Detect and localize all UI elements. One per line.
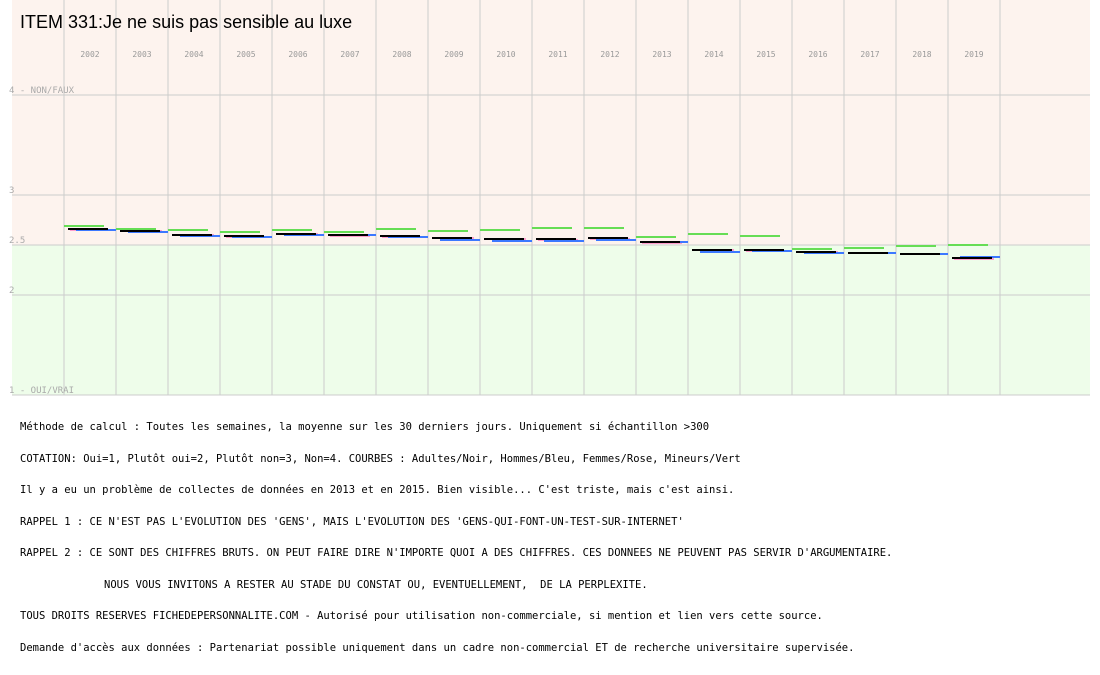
chart-title: ITEM 331:Je ne suis pas sensible au luxe [20, 12, 353, 32]
chart-container: 4 - NON/FAUX 3 2.5 2 1 - OUI/VRAI 2002 2003 200… [9, 0, 1090, 653]
chart-plot: 4 - NON/FAUX 3 2.5 2 1 - OUI/VRAI 2002 2003 200… [9, 0, 1090, 396]
note-rappel-1: RAPPEL 1 : CE N'EST PAS L'EVOLUTION DES … [20, 515, 684, 528]
x-tick-label-2019: 2019 [964, 50, 983, 59]
x-tick-label-2007: 2007 [340, 50, 359, 59]
x-tick-label-2004: 2004 [184, 50, 203, 59]
y-tick-label-0: 4 - NON/FAUX [9, 86, 75, 96]
x-tick-label-2003: 2003 [132, 50, 151, 59]
x-tick-label-2013: 2013 [652, 50, 671, 59]
x-tick-label-2017: 2017 [860, 50, 879, 59]
zone-band-0 [12, 0, 1090, 245]
chart-notes: Méthode de calcul : Toutes les semaines,… [20, 401, 1090, 674]
note-invitation: NOUS VOUS INVITONS A RESTER AU STADE DU … [104, 578, 648, 591]
x-tick-label-2008: 2008 [392, 50, 411, 59]
x-tick-label-2011: 2011 [548, 50, 567, 59]
note-method: Méthode de calcul : Toutes les semaines,… [20, 421, 710, 433]
note-data-access: Demande d'accès aux données : Partenaria… [20, 641, 855, 654]
x-tick-label-2014: 2014 [704, 50, 723, 59]
note-data-problem: Il y a eu un problème de collectes de do… [20, 484, 735, 496]
zone-band-1 [12, 245, 1090, 395]
note-cotation: COTATION: Oui=1, Plutôt oui=2, Plutôt no… [20, 452, 741, 465]
y-tick-label-3: 2 [9, 286, 14, 296]
x-tick-label-2015: 2015 [756, 50, 775, 59]
y-tick-label-4: 1 - OUI/VRAI [9, 386, 74, 396]
x-tick-label-2006: 2006 [288, 50, 307, 59]
y-tick-label-2: 2.5 [9, 236, 25, 246]
x-tick-label-2002: 2002 [80, 50, 99, 59]
x-tick-label-2010: 2010 [496, 50, 515, 59]
x-tick-label-2012: 2012 [600, 50, 619, 59]
y-tick-label-1: 3 [9, 186, 14, 196]
x-tick-label-2009: 2009 [444, 50, 463, 59]
note-rappel-2: RAPPEL 2 : CE SONT DES CHIFFRES BRUTS. O… [20, 547, 893, 559]
x-tick-label-2016: 2016 [808, 50, 827, 59]
note-rights: TOUS DROITS RESERVES FICHEDEPERSONNALITE… [20, 610, 823, 622]
x-tick-label-2018: 2018 [912, 50, 931, 59]
x-tick-label-2005: 2005 [236, 50, 255, 59]
